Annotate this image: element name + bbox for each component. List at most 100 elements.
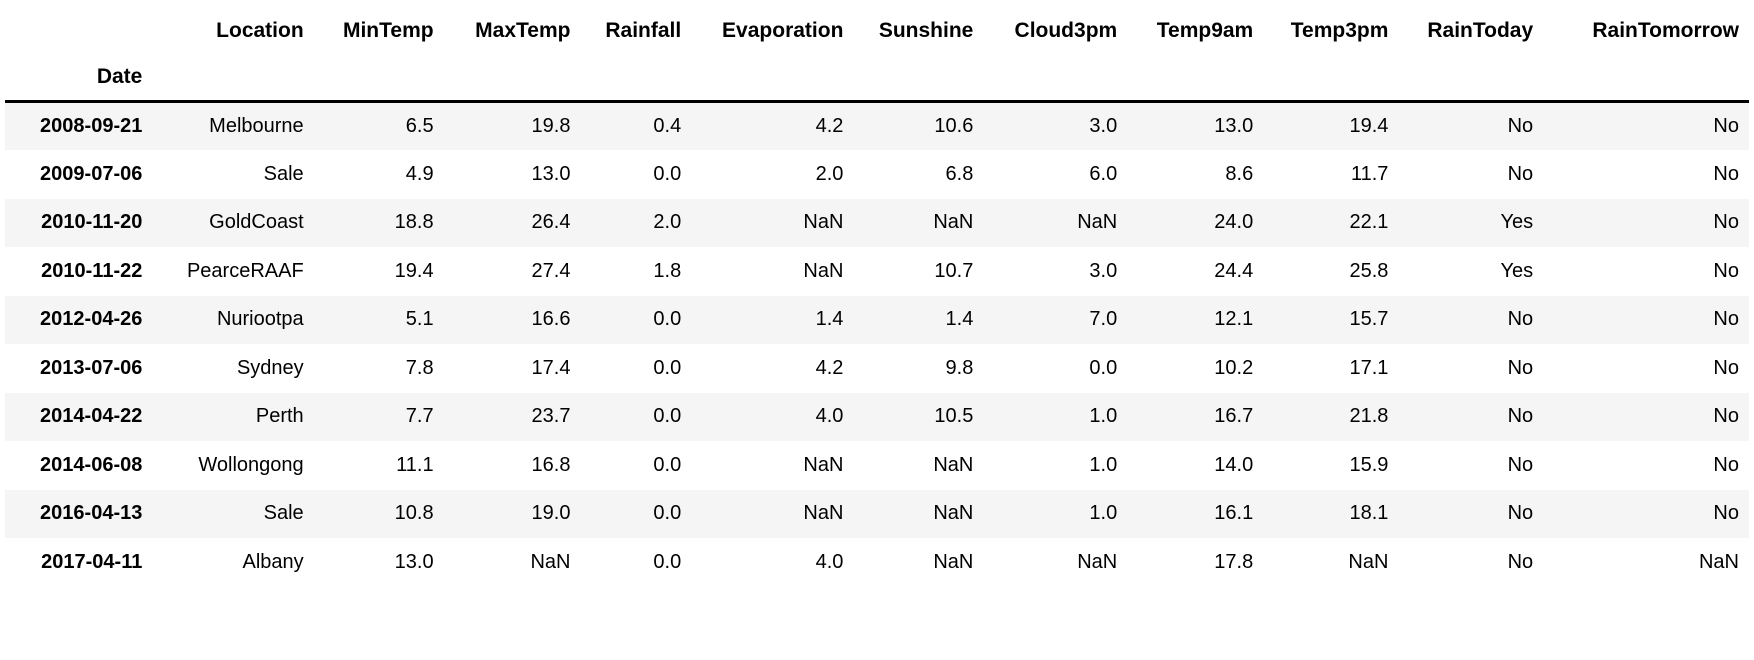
- cell-raintoday: No: [1507, 162, 1534, 185]
- cell-maxtemp: 19.0: [531, 502, 571, 525]
- column-header-temp9am: Temp9am: [1156, 19, 1254, 42]
- cell-temp9am: 17.8: [1214, 550, 1254, 573]
- cell-maxtemp: 23.7: [531, 405, 571, 428]
- cell-evaporation: 4.0: [815, 550, 844, 573]
- table-row: 2008-09-21 Melbourne 6.5 19.8 0.4 4.2 10.6 3.0 1…: [5, 101, 1749, 150]
- cell-evaporation: NaN: [803, 453, 844, 476]
- cell-raintoday: No: [1507, 115, 1534, 137]
- cell-sunshine: 10.5: [934, 405, 974, 428]
- cell-evaporation: 1.4: [815, 308, 844, 331]
- cell-raintomorrow: No: [1713, 453, 1739, 476]
- cell-evaporation: 4.0: [815, 405, 844, 428]
- cell-temp9am: 24.0: [1214, 211, 1254, 234]
- row-index-date: 2010-11-20: [41, 211, 143, 234]
- row-index-date: 2017-04-11: [41, 550, 143, 573]
- weather-data-table: Location MinTemp MaxTemp Rainfall Evapor…: [5, 8, 1749, 587]
- cell-raintoday: No: [1507, 308, 1534, 331]
- row-index-date: 2016-04-13: [40, 502, 143, 525]
- cell-temp9am: 10.2: [1214, 356, 1254, 379]
- cell-rainfall: 0.0: [653, 405, 682, 428]
- row-index-date: 2014-06-08: [40, 453, 143, 476]
- cell-cloud3pm: 1.0: [1089, 502, 1118, 525]
- cell-cloud3pm: 1.0: [1089, 453, 1118, 476]
- cell-maxtemp: 26.4: [531, 211, 571, 234]
- column-header-evaporation: Evaporation: [722, 19, 844, 42]
- cell-mintemp: 5.1: [405, 308, 434, 331]
- cell-sunshine: 9.8: [945, 356, 974, 379]
- cell-sunshine: 10.6: [934, 115, 974, 137]
- cell-temp3pm: NaN: [1348, 550, 1389, 573]
- cell-sunshine: NaN: [933, 550, 974, 573]
- cell-raintoday: Yes: [1500, 259, 1534, 282]
- cell-maxtemp: 16.6: [531, 308, 571, 331]
- cell-maxtemp: 19.8: [531, 115, 571, 137]
- cell-sunshine: NaN: [933, 502, 974, 525]
- cell-raintomorrow: No: [1713, 356, 1739, 379]
- cell-location: PearceRAAF: [186, 259, 304, 282]
- cell-rainfall: 0.0: [653, 356, 682, 379]
- table-row: 2010-11-20 GoldCoast 18.8 26.4 2.0 NaN NaN NaN 2…: [5, 198, 1749, 247]
- cell-cloud3pm: 3.0: [1089, 115, 1118, 137]
- cell-cloud3pm: NaN: [1077, 211, 1118, 234]
- cell-maxtemp: NaN: [530, 550, 571, 573]
- cell-temp9am: 12.1: [1214, 308, 1254, 331]
- table-row: 2012-04-26 Nuriootpa 5.1 16.6 0.0 1.4 1.4 7.0 12…: [5, 295, 1749, 344]
- cell-temp9am: 14.0: [1214, 453, 1254, 476]
- cell-location: Sale: [263, 162, 304, 185]
- corner-blank-cell: [5, 8, 152, 54]
- cell-maxtemp: 27.4: [531, 259, 571, 282]
- dataframe-output: Location MinTemp MaxTemp Rainfall Evapor…: [5, 8, 1749, 587]
- cell-maxtemp: 16.8: [531, 453, 571, 476]
- cell-temp9am: 8.6: [1225, 162, 1254, 185]
- cell-location: Nuriootpa: [216, 308, 304, 331]
- cell-rainfall: 0.4: [653, 115, 682, 137]
- cell-rainfall: 0.0: [653, 453, 682, 476]
- cell-mintemp: 19.4: [394, 259, 434, 282]
- table-row: 2017-04-11 Albany 13.0 NaN 0.0 4.0 NaN NaN 17.8 N…: [5, 538, 1749, 587]
- cell-temp9am: 24.4: [1214, 259, 1254, 282]
- table-body: 2008-09-21 Melbourne 6.5 19.8 0.4 4.2 10.6 3.0 1…: [5, 101, 1749, 587]
- cell-raintomorrow: NaN: [1698, 550, 1739, 573]
- cell-rainfall: 2.0: [653, 211, 682, 234]
- cell-rainfall: 0.0: [653, 308, 682, 331]
- cell-mintemp: 6.5: [405, 115, 434, 137]
- cell-raintoday: Yes: [1500, 211, 1534, 234]
- row-index-date: 2009-07-06: [40, 162, 143, 185]
- cell-temp3pm: 15.9: [1349, 453, 1389, 476]
- cell-cloud3pm: 3.0: [1089, 259, 1118, 282]
- cell-temp3pm: 22.1: [1349, 211, 1389, 234]
- cell-temp9am: 16.1: [1214, 502, 1254, 525]
- cell-mintemp: 7.7: [405, 405, 434, 428]
- cell-cloud3pm: NaN: [1077, 550, 1118, 573]
- cell-rainfall: 1.8: [653, 259, 682, 282]
- cell-location: Albany: [242, 550, 304, 573]
- cell-mintemp: 10.8: [394, 502, 434, 525]
- column-header-rainfall: Rainfall: [605, 19, 682, 42]
- cell-temp3pm: 11.7: [1350, 162, 1389, 185]
- table-row: 2013-07-06 Sydney 7.8 17.4 0.0 4.2 9.8 0.0 10.2 1…: [5, 344, 1749, 393]
- table-row: 2014-06-08 Wollongong 11.1 16.8 0.0 NaN NaN 1.0…: [5, 441, 1749, 490]
- row-index-date: 2013-07-06: [40, 356, 143, 379]
- cell-maxtemp: 17.4: [531, 356, 571, 379]
- table-row: 2010-11-22 PearceRAAF 19.4 27.4 1.8 NaN 10.7 3.…: [5, 247, 1749, 296]
- cell-raintoday: No: [1507, 502, 1534, 525]
- cell-cloud3pm: 6.0: [1089, 162, 1118, 185]
- cell-cloud3pm: 0.0: [1089, 356, 1118, 379]
- cell-raintoday: No: [1507, 550, 1534, 573]
- cell-maxtemp: 13.0: [531, 162, 571, 185]
- cell-raintomorrow: No: [1713, 502, 1739, 525]
- cell-cloud3pm: 7.0: [1089, 308, 1118, 331]
- cell-temp3pm: 15.7: [1349, 308, 1389, 331]
- cell-rainfall: 0.0: [653, 502, 682, 525]
- cell-sunshine: NaN: [933, 453, 974, 476]
- cell-sunshine: NaN: [933, 211, 974, 234]
- cell-sunshine: 6.8: [945, 162, 974, 185]
- cell-raintomorrow: No: [1713, 308, 1739, 331]
- cell-evaporation: NaN: [803, 259, 844, 282]
- cell-raintoday: No: [1507, 405, 1534, 428]
- cell-evaporation: 2.0: [815, 162, 844, 185]
- table-row: 2014-04-22 Perth 7.7 23.7 0.0 4.0 10.5 1.0 16.7 2…: [5, 392, 1749, 441]
- cell-sunshine: 1.4: [945, 308, 974, 331]
- cell-rainfall: 0.0: [653, 162, 682, 185]
- cell-temp3pm: 18.1: [1349, 502, 1389, 525]
